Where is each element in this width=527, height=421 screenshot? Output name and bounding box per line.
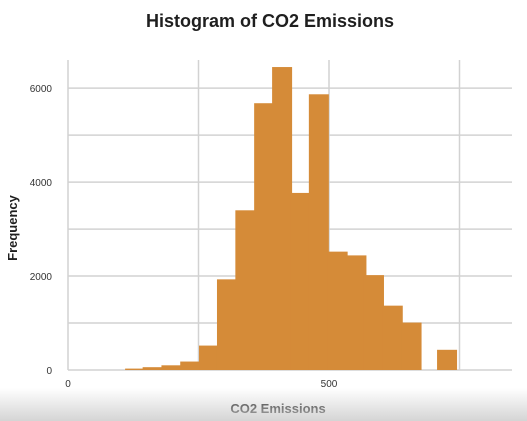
histogram-bar-0 [125, 368, 146, 370]
histogram-bar-9 [290, 192, 311, 370]
y-tick-label-0: 0 [46, 366, 52, 377]
bars [125, 67, 458, 371]
histogram-bar-14 [382, 305, 403, 370]
y-tick-label-4000: 4000 [30, 178, 53, 189]
histogram-bar-4 [199, 345, 220, 370]
histogram-bar-10 [308, 94, 329, 371]
y-tick-label-6000: 6000 [30, 84, 53, 95]
histogram-bar-11 [327, 251, 348, 370]
histogram-bar-3 [180, 361, 201, 370]
chart-title: Histogram of CO2 Emissions [146, 11, 394, 31]
histogram-bar-2 [161, 365, 182, 370]
x-axis-label: CO2 Emissions [230, 401, 325, 416]
y-tick-label-2000: 2000 [30, 272, 53, 283]
x-tick-label-500: 500 [321, 379, 338, 390]
histogram-bar-7 [254, 103, 275, 370]
histogram-bar-8 [272, 67, 293, 370]
y-axis-label: Frequency [5, 194, 20, 261]
tick-labels: 0 2000 4000 6000 0 500 [30, 84, 338, 390]
histogram-bar-16 [437, 349, 458, 370]
histogram-bar-15 [401, 322, 422, 370]
histogram-bar-5 [216, 279, 237, 370]
histogram-bar-6 [235, 210, 256, 370]
histogram-bar-12 [346, 255, 367, 370]
histogram-bar-13 [363, 275, 384, 370]
x-tick-label-0: 0 [65, 379, 71, 390]
histogram-bar-1 [142, 367, 163, 370]
